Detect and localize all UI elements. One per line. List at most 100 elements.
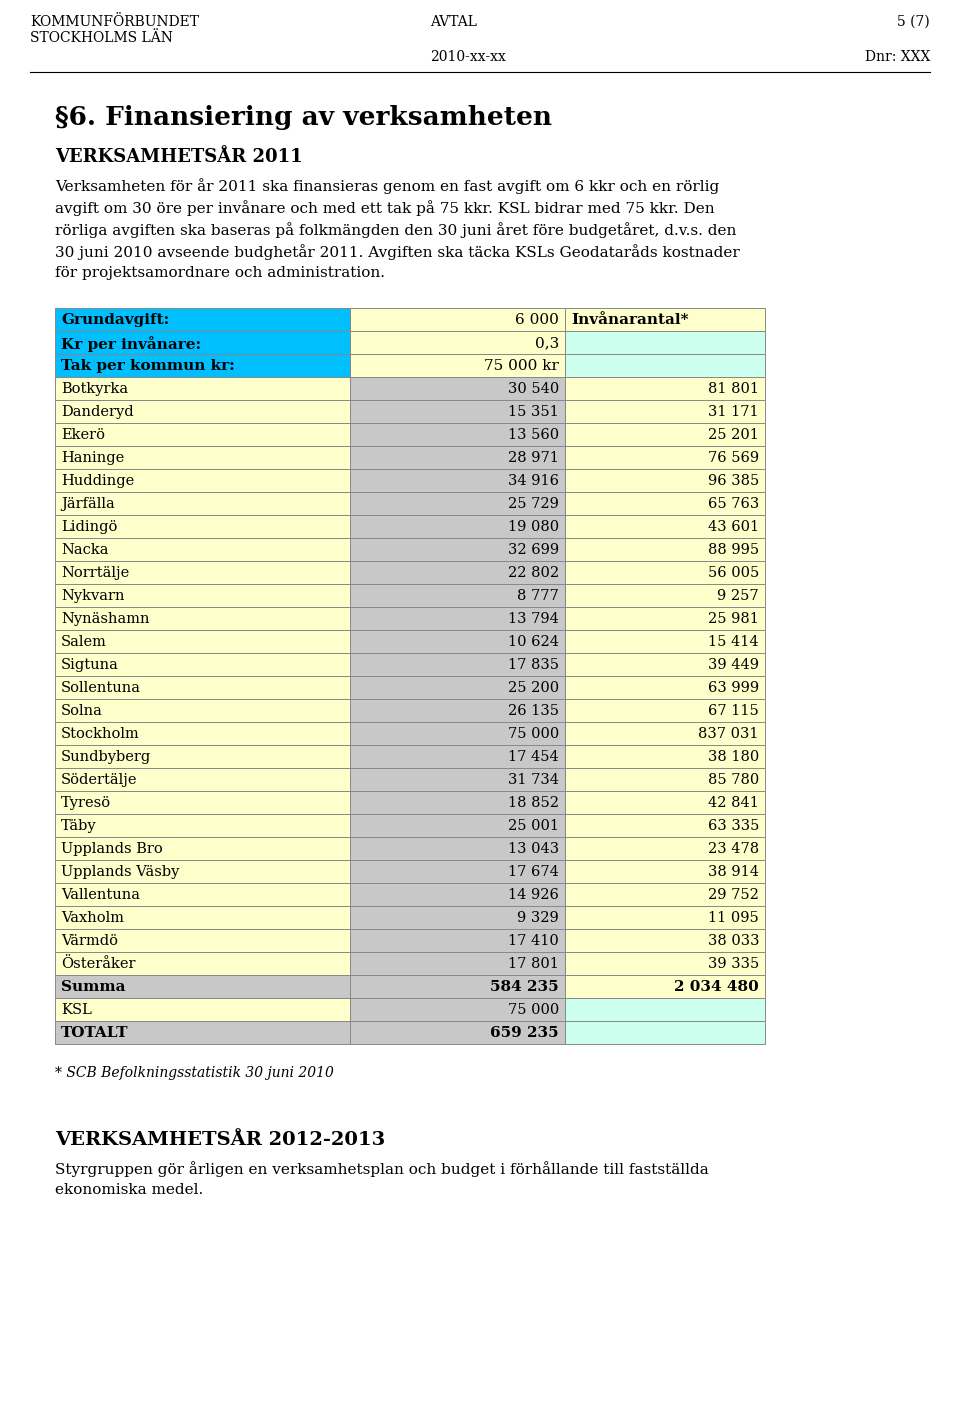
Bar [55, 721, 350, 746]
Bar [55, 746, 350, 768]
Bar [55, 354, 350, 377]
Bar [350, 538, 565, 561]
Bar [55, 583, 350, 608]
Text: Verksamheten för år 2011 ska finansieras genom en fast avgift om 6 kkr och en rö: Verksamheten för år 2011 ska finansieras… [55, 178, 719, 194]
Text: Upplands Väsby: Upplands Väsby [61, 865, 180, 879]
Text: Salem: Salem [61, 635, 107, 649]
Text: 65 763: 65 763 [708, 497, 759, 511]
Text: 13 043: 13 043 [508, 842, 559, 857]
Text: avgift om 30 öre per invånare och med ett tak på 75 kkr. KSL bidrar med 75 kkr. : avgift om 30 öre per invånare och med et… [55, 201, 714, 216]
Bar [55, 538, 350, 561]
Text: 29 752: 29 752 [708, 888, 759, 902]
Text: Tak per kommun kr:: Tak per kommun kr: [61, 359, 235, 373]
Bar [565, 538, 765, 561]
Bar [565, 814, 765, 837]
Bar [565, 929, 765, 952]
Text: 2 034 480: 2 034 480 [674, 980, 759, 995]
Text: 15 351: 15 351 [508, 406, 559, 418]
Bar [350, 746, 565, 768]
Text: 75 000 kr: 75 000 kr [484, 359, 559, 373]
Bar [565, 630, 765, 653]
Bar [350, 721, 565, 746]
Bar [55, 332, 350, 354]
Bar [350, 791, 565, 814]
Text: 25 201: 25 201 [708, 428, 759, 443]
Bar [565, 470, 765, 492]
Bar [350, 699, 565, 721]
Text: 14 926: 14 926 [508, 888, 559, 902]
Bar [55, 884, 350, 906]
Text: 17 801: 17 801 [508, 958, 559, 970]
Bar [55, 653, 350, 676]
Text: Botkyrka: Botkyrka [61, 381, 128, 396]
Text: 25 729: 25 729 [508, 497, 559, 511]
Bar [55, 307, 350, 332]
Bar [350, 884, 565, 906]
Text: 32 699: 32 699 [508, 544, 559, 556]
Bar [55, 929, 350, 952]
Bar [565, 768, 765, 791]
Bar [565, 1020, 765, 1044]
Text: Sollentuna: Sollentuna [61, 682, 141, 694]
Bar [565, 583, 765, 608]
Text: 837 031: 837 031 [699, 727, 759, 741]
Text: 9 257: 9 257 [717, 589, 759, 603]
Bar [55, 608, 350, 630]
Bar [565, 423, 765, 445]
Bar [565, 746, 765, 768]
Bar [565, 445, 765, 470]
Text: 63 999: 63 999 [708, 682, 759, 694]
Text: 75 000: 75 000 [508, 1003, 559, 1017]
Bar [55, 470, 350, 492]
Bar [55, 906, 350, 929]
Text: 42 841: 42 841 [708, 795, 759, 810]
Text: 11 095: 11 095 [708, 911, 759, 925]
Text: 38 033: 38 033 [708, 933, 759, 948]
Bar [55, 377, 350, 400]
Bar [350, 307, 565, 332]
Bar [350, 445, 565, 470]
Bar [350, 653, 565, 676]
Text: Sigtuna: Sigtuna [61, 657, 119, 672]
Bar [350, 608, 565, 630]
Text: 67 115: 67 115 [708, 704, 759, 719]
Text: Invånarantal*: Invånarantal* [571, 313, 688, 327]
Text: 5 (7): 5 (7) [898, 16, 930, 28]
Text: Nykvarn: Nykvarn [61, 589, 125, 603]
Text: Norrtälje: Norrtälje [61, 566, 130, 581]
Bar [565, 837, 765, 859]
Bar [55, 676, 350, 699]
Text: 26 135: 26 135 [508, 704, 559, 719]
Text: 43 601: 43 601 [708, 519, 759, 534]
Text: Dnr: XXX: Dnr: XXX [865, 50, 930, 64]
Bar [350, 998, 565, 1020]
Bar [565, 998, 765, 1020]
Bar [350, 354, 565, 377]
Text: 22 802: 22 802 [508, 566, 559, 581]
Bar [55, 975, 350, 998]
Bar [565, 884, 765, 906]
Bar [55, 400, 350, 423]
Bar [55, 1020, 350, 1044]
Text: Värmdö: Värmdö [61, 933, 118, 948]
Text: TOTALT: TOTALT [61, 1026, 129, 1040]
Bar [55, 952, 350, 975]
Bar [350, 332, 565, 354]
Text: Haninge: Haninge [61, 451, 124, 465]
Text: 30 540: 30 540 [508, 381, 559, 396]
Text: 10 624: 10 624 [508, 635, 559, 649]
Bar [350, 630, 565, 653]
Text: 38 180: 38 180 [708, 750, 759, 764]
Text: VERKSAMHETSÅR 2011: VERKSAMHETSÅR 2011 [55, 148, 302, 166]
Text: 39 449: 39 449 [708, 657, 759, 672]
Text: Lidingö: Lidingö [61, 519, 117, 534]
Text: Upplands Bro: Upplands Bro [61, 842, 163, 857]
Text: Nacka: Nacka [61, 544, 108, 556]
Text: Kr per invånare:: Kr per invånare: [61, 336, 202, 351]
Text: 17 835: 17 835 [508, 657, 559, 672]
Text: 0,3: 0,3 [535, 336, 559, 350]
Bar [55, 515, 350, 538]
Text: Sundbyberg: Sundbyberg [61, 750, 152, 764]
Text: Täby: Täby [61, 820, 97, 832]
Bar [565, 400, 765, 423]
